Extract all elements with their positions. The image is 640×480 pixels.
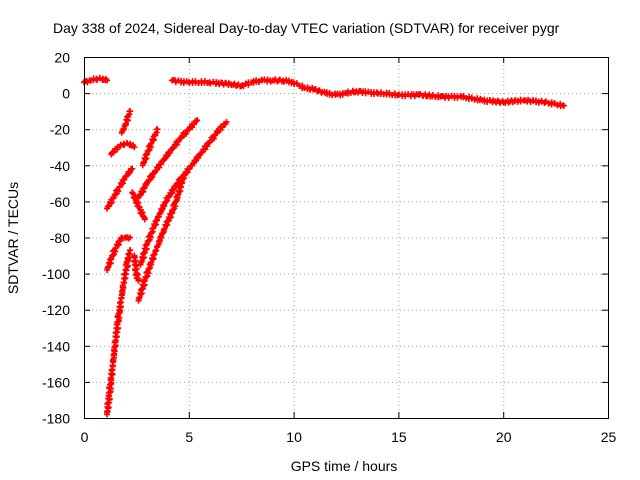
series-arc-short-a <box>108 139 138 158</box>
x-axis-label: GPS time / hours <box>291 458 398 474</box>
series-arc-mid-c <box>135 171 188 304</box>
y-tick-label: -180 <box>42 411 70 427</box>
y-tick-label: 0 <box>62 86 70 102</box>
series-arc-left-upper <box>104 234 134 273</box>
y-tick-label: -160 <box>42 374 70 390</box>
axis-ticks <box>84 57 609 419</box>
series-arc-short-b <box>118 108 134 136</box>
y-tick-label: -120 <box>42 302 70 318</box>
y-tick-label: -140 <box>42 338 70 354</box>
series-arc-early-top <box>81 74 111 86</box>
series-arc-mid-b <box>137 118 230 268</box>
x-tick-label: 5 <box>185 429 193 445</box>
x-tick-label: 25 <box>601 429 617 445</box>
chart-title: Day 338 of 2024, Sidereal Day-to-day VTE… <box>53 20 560 36</box>
x-tick-label: 0 <box>81 429 89 445</box>
series-arc-frag-c <box>129 189 148 223</box>
data-points <box>81 74 567 418</box>
series-arc-diag-a <box>104 165 136 212</box>
series-arc-mid-a <box>135 117 201 201</box>
series-arc-mid-d <box>139 126 161 169</box>
y-tick-label: -20 <box>50 122 70 138</box>
y-tick-label: 20 <box>54 50 70 66</box>
series-arc-steep-left <box>104 247 134 418</box>
y-tick-label: -80 <box>50 230 70 246</box>
y-tick-label: -40 <box>50 158 70 174</box>
tick-labels: 0 5 10 15 20 25 20 0 -20 -40 -60 -80 -100 -120 -140 -16… <box>42 50 617 446</box>
x-tick-label: 15 <box>391 429 407 445</box>
grid <box>84 57 608 418</box>
series-arc-frag-d <box>131 252 142 284</box>
y-axis-label: SDTVAR / TECUs <box>5 182 21 294</box>
series-arc-main-top <box>169 76 567 110</box>
x-tick-label: 20 <box>496 429 512 445</box>
y-tick-label: -60 <box>50 194 70 210</box>
y-tick-label: -100 <box>42 266 70 282</box>
x-tick-label: 10 <box>286 429 302 445</box>
